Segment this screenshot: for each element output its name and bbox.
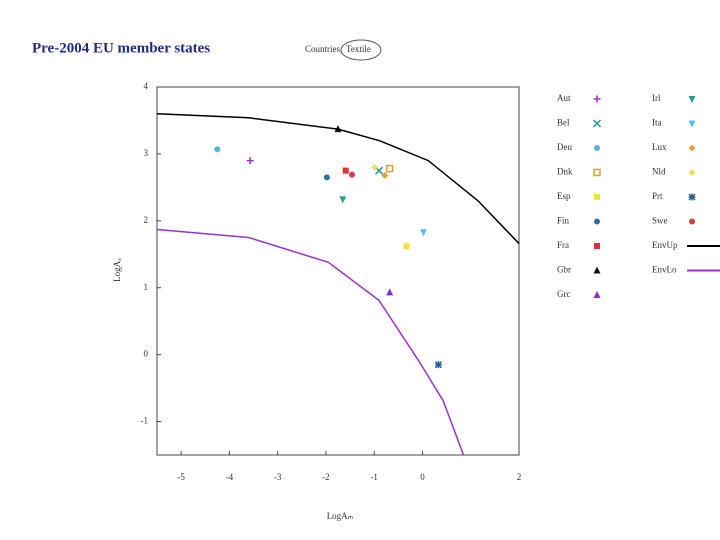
legend-label: Lux <box>652 142 667 152</box>
legend-swatch <box>592 119 602 128</box>
marker <box>381 171 389 179</box>
marker <box>371 163 379 171</box>
marker <box>323 174 330 181</box>
legend-label: Gbr <box>557 265 571 275</box>
legend-swatch <box>593 266 601 274</box>
x-tick-label: -4 <box>226 472 234 482</box>
legend-swatch <box>688 169 696 176</box>
y-tick-label: 3 <box>144 148 149 158</box>
marker <box>386 288 394 296</box>
legend-label: EnvUp <box>652 240 678 250</box>
legend-swatch <box>688 96 696 103</box>
tab-highlight <box>340 39 382 61</box>
legend-label: Fra <box>557 240 569 250</box>
legend-swatch <box>688 120 696 128</box>
y-tick-label: 2 <box>144 215 149 225</box>
x-tick-label: -3 <box>274 472 282 482</box>
marker <box>214 146 221 153</box>
plot-frame <box>156 86 520 456</box>
envelope-line <box>156 113 520 245</box>
y-tick-label: 0 <box>144 349 149 359</box>
legend-label: Deu <box>557 142 572 152</box>
marker <box>348 171 355 178</box>
marker <box>246 157 254 165</box>
legend-swatch <box>688 144 696 152</box>
legend-label: Fin <box>557 216 570 226</box>
x-tick-label: 2 <box>517 472 522 482</box>
marker <box>385 164 394 173</box>
legend-label: Irl <box>652 93 661 103</box>
legend-swatch <box>594 218 600 225</box>
envelope-line <box>156 228 465 456</box>
legend-swatch <box>593 168 601 177</box>
marker <box>403 243 410 250</box>
tab[interactable]: Textile <box>346 44 371 54</box>
legend-label: Ita <box>652 118 662 128</box>
x-tick-label: -5 <box>177 472 185 482</box>
slide-title: Pre-2004 EU member states <box>32 40 210 56</box>
legend-swatch <box>689 218 695 225</box>
legend-swatch <box>594 145 600 151</box>
legend-swatch <box>593 291 601 298</box>
tab[interactable]: Countries, <box>305 44 342 54</box>
y-tick-label: 4 <box>144 81 149 91</box>
legend-label: Esp <box>557 191 571 201</box>
marker <box>342 167 349 174</box>
legend-label: Aut <box>557 93 571 103</box>
x-tick-label: -2 <box>322 472 330 482</box>
y-tick-label: -1 <box>141 416 149 426</box>
legend-label: EnvLo <box>652 265 677 275</box>
legend-label: Swe <box>652 216 668 226</box>
marker <box>434 361 442 369</box>
legend-swatch <box>594 243 600 249</box>
x-tick-label: 0 <box>420 472 425 482</box>
legend-label: Prt <box>652 191 663 201</box>
legend-swatch <box>594 194 600 200</box>
legend-label: Nld <box>652 167 666 177</box>
y-axis-label: LogAₓ <box>112 258 122 282</box>
legend-label: Dnk <box>557 167 573 177</box>
legend-swatch <box>688 193 696 201</box>
marker <box>419 229 427 237</box>
legend-label: Grc <box>557 289 571 299</box>
legend-label: Bel <box>557 118 570 128</box>
x-axis-label: LogAₘ <box>327 511 354 521</box>
legend-swatch <box>593 95 601 103</box>
y-tick-label: 1 <box>144 282 149 292</box>
marker <box>339 196 347 204</box>
x-tick-label: -1 <box>370 472 378 482</box>
